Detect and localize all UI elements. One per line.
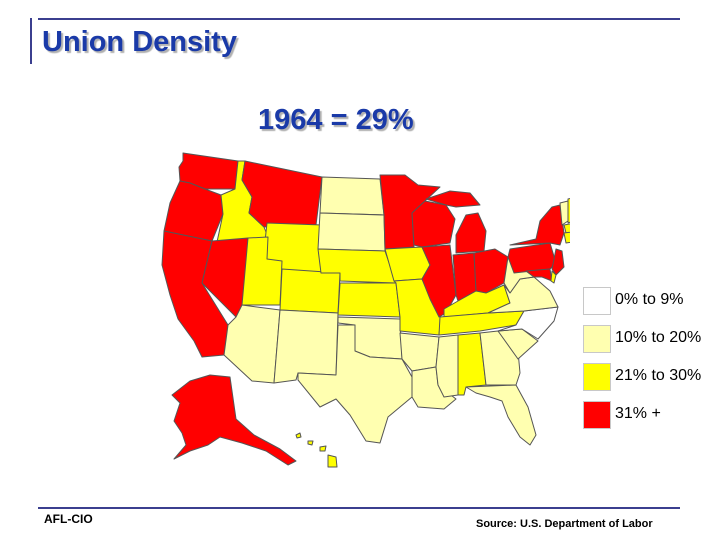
legend-label: 21% to 30% xyxy=(615,367,702,384)
legend-label: 31% + xyxy=(615,405,661,422)
legend-swatch xyxy=(583,401,611,429)
state-vermont xyxy=(559,200,569,226)
state-texas xyxy=(297,324,413,444)
slide-title: Union Density xyxy=(42,26,237,58)
state-florida xyxy=(465,384,537,446)
state-arizona xyxy=(223,304,281,384)
legend-label: 0% to 9% xyxy=(615,291,684,308)
legend-swatch xyxy=(583,325,611,353)
state-montana xyxy=(241,160,323,228)
state-new-hampshire xyxy=(567,197,570,224)
state-pennsylvania xyxy=(507,242,557,274)
left-accent-rule xyxy=(30,18,32,64)
legend-label: 10% to 20% xyxy=(615,329,702,346)
state-nebraska xyxy=(317,248,397,284)
legend: 0% to 9% 10% to 20% 21% to 30% 31% + xyxy=(583,287,718,439)
state-hawaii-big-island xyxy=(327,454,338,468)
top-rule xyxy=(38,18,680,20)
state-hawaii-oahu xyxy=(307,440,314,446)
state-oregon xyxy=(163,180,224,242)
us-union-density-map xyxy=(161,152,570,468)
state-new-york xyxy=(509,204,565,246)
state-mississippi xyxy=(435,334,459,398)
state-wisconsin xyxy=(411,200,456,248)
legend-item: 31% + xyxy=(583,401,718,438)
legend-item: 21% to 30% xyxy=(583,363,718,400)
legend-swatch xyxy=(583,287,611,315)
state-colorado xyxy=(279,268,341,314)
footer-source: Source: U.S. Department of Labor xyxy=(476,518,653,530)
state-michigan-lower xyxy=(455,212,487,254)
state-hawaii-kauai xyxy=(295,432,302,439)
state-michigan-upper xyxy=(425,190,481,208)
state-hawaii-maui xyxy=(319,445,327,452)
state-illinois xyxy=(421,244,457,318)
state-massachusetts xyxy=(563,223,570,234)
state-delaware xyxy=(550,270,557,284)
state-south-dakota xyxy=(317,212,386,252)
legend-item: 0% to 9% xyxy=(583,287,718,324)
state-connecticut xyxy=(563,231,570,244)
legend-swatch xyxy=(583,363,611,391)
state-new-jersey xyxy=(551,248,565,276)
footer-org: AFL-CIO xyxy=(44,512,93,526)
state-new-mexico xyxy=(273,309,339,384)
state-north-dakota xyxy=(319,176,385,216)
legend-item: 10% to 20% xyxy=(583,325,718,362)
bottom-rule xyxy=(38,507,680,509)
state-alaska xyxy=(171,374,297,466)
state-maryland xyxy=(525,268,553,282)
state-kansas xyxy=(337,282,401,318)
slide-subtitle: 1964 = 29% xyxy=(258,104,414,136)
